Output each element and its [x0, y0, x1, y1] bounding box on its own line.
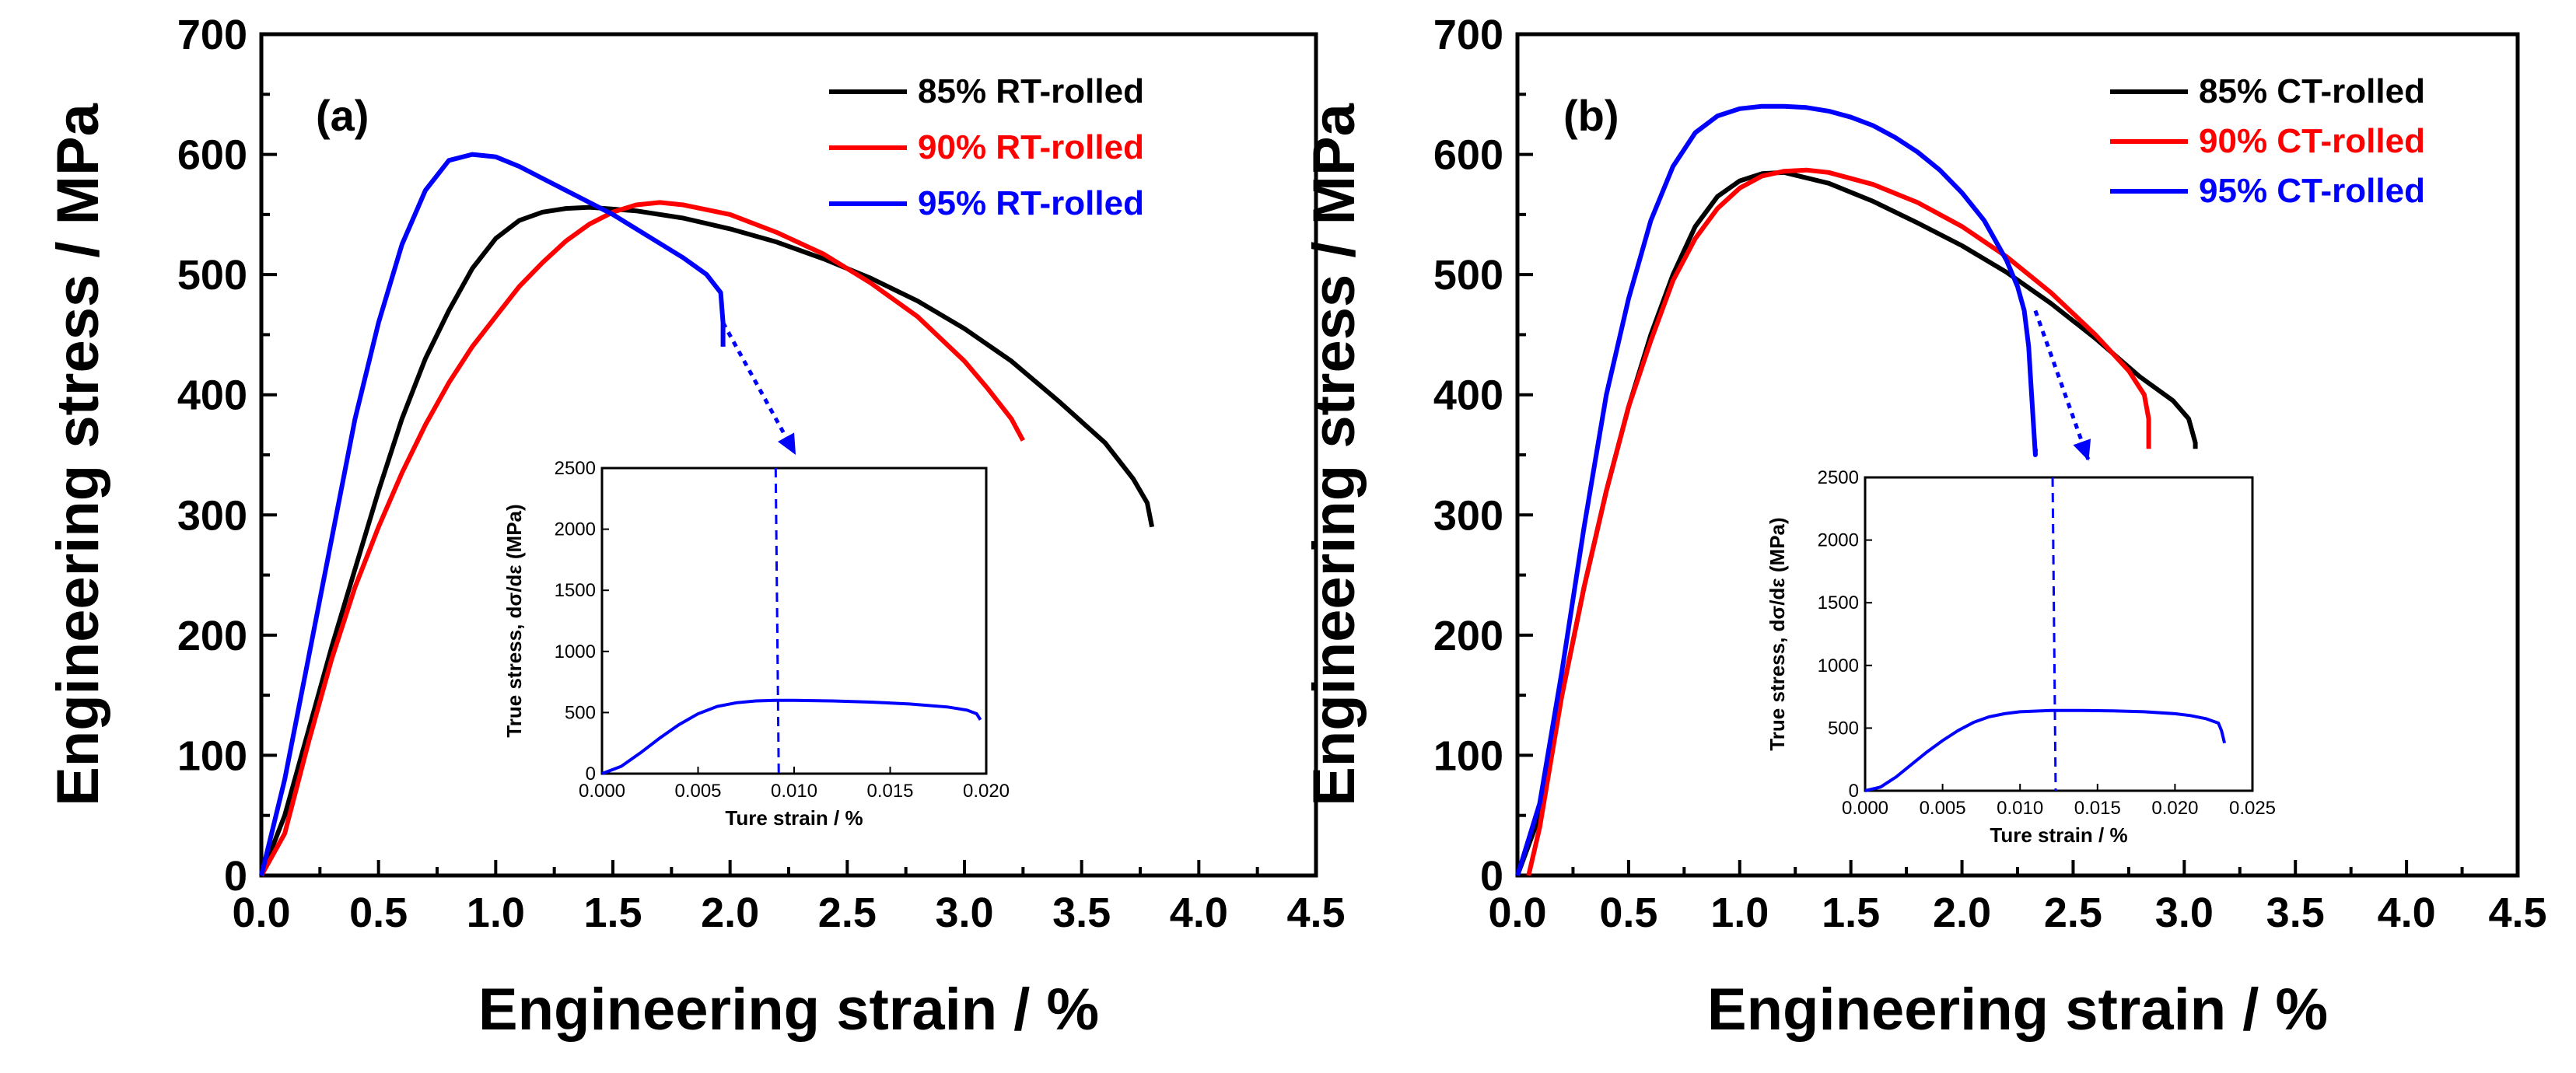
inset-x-tick-label: 0.000 — [579, 781, 625, 802]
y-axis-label: Engineering stress / MPa — [45, 103, 111, 806]
legend-label-1: 90% RT-rolled — [918, 128, 1144, 166]
inset-y-label: True stress, dσ/dε (MPa) — [502, 504, 526, 737]
inset-y-tick-label: 2000 — [1818, 530, 1859, 551]
inset-y-tick-label: 0 — [586, 764, 596, 785]
y-tick-label: 500 — [1433, 252, 1503, 299]
y-tick-label: 700 — [1433, 12, 1503, 58]
legend-label-2: 95% CT-rolled — [2199, 172, 2425, 210]
inset-pointer-arrow — [2033, 309, 2091, 462]
x-tick-label: 1.0 — [1710, 890, 1769, 936]
y-tick-label: 400 — [177, 372, 247, 419]
inset-y-tick-label: 0 — [1849, 781, 1859, 802]
inset-x-tick-label: 0.000 — [1842, 798, 1888, 819]
x-tick-label: 3.0 — [935, 890, 993, 936]
x-tick-label: 2.5 — [2044, 890, 2102, 936]
series-line-2 — [1515, 103, 2038, 876]
inset-x-tick-label: 0.005 — [674, 781, 721, 802]
panel-label: (a) — [316, 91, 369, 140]
inset-x-tick-label: 0.025 — [2229, 798, 2276, 819]
inset-y-tick-label: 1500 — [555, 580, 596, 601]
inset-pointer-arrowhead — [778, 432, 796, 455]
y-tick-label: 100 — [1433, 732, 1503, 779]
y-tick-label: 500 — [177, 252, 247, 299]
inset-y-tick-label: 2000 — [555, 519, 596, 540]
inset-x-tick-label: 0.010 — [1997, 798, 2043, 819]
inset-chart: 0.000 0.005 0.010 0.015 0.020 0 500 1000 1500 200… — [502, 458, 1010, 830]
legend-label-0: 85% CT-rolled — [2199, 72, 2425, 110]
inset-y-tick-label: 1500 — [1818, 592, 1859, 613]
chart-panel-0: 0.0 0.5 1.0 1.5 2.0 2.5 3.0 3.5 4.0 4.5 0 100 200 300… — [45, 12, 1346, 1043]
inset-x-tick-label: 0.015 — [2074, 798, 2121, 819]
inset-x-tick-label: 0.005 — [1920, 798, 1966, 819]
y-axis-label: Engineering stress / MPa — [1301, 103, 1367, 806]
inset-chart: 0.000 0.005 0.010 0.015 0.020 0.025 0 500 1000 15… — [1766, 467, 2276, 847]
panel-label: (b) — [1563, 91, 1619, 140]
y-tick-label: 600 — [1433, 132, 1503, 179]
y-tick-label: 300 — [177, 492, 247, 539]
y-tick-label: 200 — [1433, 613, 1503, 659]
series-line-1 — [1526, 167, 2151, 876]
inset-x-label: Ture strain / % — [1990, 823, 2127, 847]
x-tick-label: 1.0 — [467, 890, 525, 936]
series-line-2 — [259, 152, 726, 876]
y-tick-label: 200 — [177, 613, 247, 659]
inset-y-tick-label: 1000 — [1818, 655, 1859, 676]
inset-y-tick-label: 500 — [565, 702, 596, 723]
inset-y-tick-label: 500 — [1828, 718, 1859, 739]
inset-y-tick-label: 2500 — [1818, 467, 1859, 488]
inset-x-tick-label: 0.020 — [2151, 798, 2198, 819]
legend-label-2: 95% RT-rolled — [918, 184, 1144, 222]
y-tick-label: 100 — [177, 732, 247, 779]
y-tick-label: 700 — [177, 12, 247, 58]
x-tick-label: 1.5 — [1822, 890, 1880, 936]
x-tick-label: 4.0 — [2378, 890, 2436, 936]
x-tick-label: 4.0 — [1170, 890, 1228, 936]
inset-series-line — [601, 698, 982, 775]
inset-y-tick-label: 2500 — [555, 458, 596, 479]
inset-frame — [600, 467, 988, 775]
legend-label-0: 85% RT-rolled — [918, 72, 1144, 110]
x-tick-label: 0.0 — [232, 890, 290, 936]
x-axis-label: Engineering strain / % — [478, 977, 1099, 1043]
inset-frame — [1864, 476, 2254, 792]
series-line-0 — [259, 204, 1155, 877]
y-tick-label: 600 — [177, 132, 247, 179]
legend-label-1: 90% CT-rolled — [2199, 122, 2425, 160]
series-line-1 — [259, 200, 1025, 877]
inset-x-tick-label: 0.020 — [963, 781, 1010, 802]
x-tick-label: 3.5 — [2266, 890, 2325, 936]
inset-y-tick-label: 1000 — [555, 641, 596, 662]
x-tick-label: 4.5 — [2488, 890, 2546, 936]
x-tick-label: 2.0 — [701, 890, 759, 936]
x-tick-label: 3.0 — [2155, 890, 2214, 936]
y-tick-label: 0 — [224, 853, 247, 900]
x-axis-label: Engineering strain / % — [1707, 977, 2328, 1043]
inset-x-tick-label: 0.010 — [771, 781, 817, 802]
x-tick-label: 1.5 — [583, 890, 642, 936]
y-tick-label: 0 — [1480, 853, 1503, 900]
inset-y-label: True stress, dσ/dε (MPa) — [1766, 517, 1789, 750]
inset-series-line — [1864, 708, 2227, 792]
inset-x-tick-label: 0.015 — [866, 781, 913, 802]
x-tick-label: 4.5 — [1286, 890, 1345, 936]
x-tick-label: 0.5 — [349, 890, 408, 936]
inset-x-label: Ture strain / % — [725, 806, 863, 830]
x-tick-label: 2.0 — [1933, 890, 1991, 936]
y-tick-label: 400 — [1433, 372, 1503, 419]
x-tick-label: 2.5 — [818, 890, 877, 936]
x-tick-label: 3.5 — [1052, 890, 1111, 936]
x-tick-label: 0.5 — [1599, 890, 1657, 936]
chart-panel-1: 0.0 0.5 1.0 1.5 2.0 2.5 3.0 3.5 4.0 4.5 0 100 200 300… — [1301, 12, 2547, 1043]
y-tick-label: 300 — [1433, 492, 1503, 539]
inset-marker-line — [2051, 477, 2057, 792]
inset-marker-line — [774, 467, 780, 774]
x-tick-label: 0.0 — [1488, 890, 1546, 936]
inset-pointer-arrow — [721, 321, 798, 456]
inset-pointer-arrowhead — [2073, 439, 2091, 461]
